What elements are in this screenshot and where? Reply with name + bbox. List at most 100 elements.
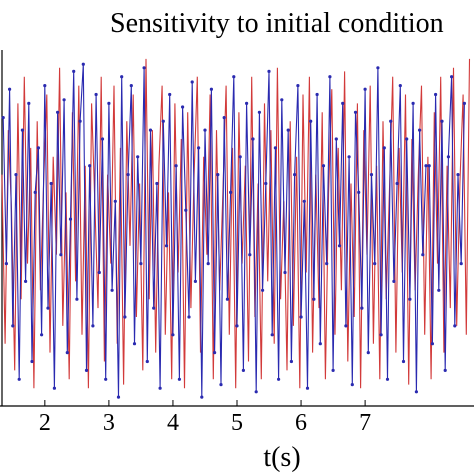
- series-1-point: [398, 84, 402, 88]
- series-1-point: [395, 181, 399, 186]
- series-1-point: [376, 66, 380, 70]
- series-1-point: [357, 190, 361, 194]
- series-1-point: [459, 262, 463, 266]
- series-1-point: [132, 342, 137, 346]
- series-1-point: [427, 164, 431, 168]
- series-1-point: [168, 92, 172, 97]
- series-1-point: [299, 315, 303, 319]
- series-1-point: [1, 116, 5, 120]
- series-1-point: [148, 128, 153, 132]
- series-1-point: [107, 101, 111, 105]
- series-1-point: [116, 395, 121, 399]
- series-1-point: [164, 244, 169, 248]
- series-1-point: [75, 297, 79, 301]
- series-1-point: [254, 390, 258, 394]
- series-1-point: [104, 377, 108, 381]
- series-1-point: [437, 288, 441, 292]
- x-tick-label: 4: [167, 410, 179, 436]
- series-1-point: [245, 101, 249, 105]
- series-1-point: [232, 75, 236, 79]
- series-1-point: [382, 146, 386, 150]
- series-1-point: [344, 324, 348, 328]
- series-1-point: [418, 128, 422, 132]
- series-1-point: [190, 80, 194, 84]
- series-1-point: [453, 324, 457, 328]
- series-1-point: [347, 155, 351, 159]
- series-1-point: [113, 199, 117, 203]
- series-1-point: [94, 92, 98, 97]
- series-1-point: [331, 368, 335, 372]
- series-1-point: [283, 270, 287, 275]
- series-1-point: [408, 297, 412, 301]
- series-1-point: [373, 262, 377, 266]
- series-1-point: [235, 324, 239, 328]
- series-1-point: [4, 262, 8, 266]
- series-1-point: [309, 119, 313, 123]
- series-1-point: [174, 164, 178, 168]
- series-1-point: [46, 306, 50, 310]
- series-1-point: [91, 324, 95, 328]
- series-1-point: [14, 173, 18, 177]
- series-1-point: [203, 128, 207, 132]
- series-1-point: [334, 137, 338, 141]
- series-1-point: [350, 383, 354, 387]
- series-1-point: [142, 66, 146, 70]
- series-1-point: [43, 84, 47, 88]
- series-1-point: [321, 164, 326, 168]
- series-1-point: [84, 368, 89, 372]
- series-1-point: [187, 315, 191, 319]
- series-1-point: [30, 359, 34, 364]
- series-1-point: [62, 98, 66, 102]
- series-1-point: [360, 306, 364, 310]
- series-1-point: [8, 87, 12, 91]
- series-1-point: [209, 87, 213, 91]
- series-1-point: [296, 84, 300, 88]
- series-1-point: [129, 84, 133, 88]
- series-1-point: [369, 173, 374, 177]
- series-1-point: [241, 368, 245, 372]
- series-1-point: [126, 173, 130, 177]
- series-1-point: [56, 110, 60, 114]
- series-1-point: [110, 288, 114, 292]
- series-1-point: [363, 87, 367, 91]
- series-1-point: [120, 75, 124, 79]
- series-1-point: [161, 119, 165, 123]
- series-1-point: [155, 181, 159, 186]
- series-1-point: [312, 297, 316, 301]
- x-axis-ticks: 2 3 4 5 6 7: [39, 400, 371, 436]
- series-1-point: [305, 386, 310, 390]
- series-1-point: [318, 342, 322, 346]
- series-1-point: [353, 110, 358, 114]
- series-1-point: [52, 386, 57, 390]
- series-1-point: [366, 351, 370, 355]
- series-1-point: [139, 262, 143, 266]
- series-1-point: [385, 377, 390, 381]
- series-1-point: [411, 101, 415, 105]
- series-1-point: [97, 270, 101, 275]
- series-1-point: [88, 164, 92, 168]
- x-tick-label: 6: [295, 410, 307, 436]
- series-1-point: [337, 244, 342, 248]
- series-1-point: [401, 359, 406, 364]
- series-1-point: [261, 288, 265, 292]
- series-1-point: [251, 137, 255, 141]
- series-1-point: [315, 92, 319, 97]
- series-line-2: [1, 58, 471, 389]
- series-1-point: [446, 155, 450, 159]
- x-tick-label: 3: [103, 410, 115, 436]
- x-axis-label: t(s): [263, 442, 300, 473]
- series-1-point: [341, 101, 345, 105]
- series-1-point: [450, 75, 454, 79]
- series-1-point: [392, 279, 396, 283]
- x-tick-label: 7: [359, 410, 371, 436]
- series-1-point: [225, 297, 229, 301]
- series-1-point: [248, 253, 252, 257]
- series-1-point: [286, 128, 290, 132]
- series-1-point: [270, 333, 274, 337]
- x-tick-label: 2: [39, 410, 51, 436]
- series-1-point: [440, 119, 444, 123]
- series-1-point: [267, 69, 271, 73]
- series-1-point: [152, 306, 156, 310]
- series-1-point: [59, 253, 63, 257]
